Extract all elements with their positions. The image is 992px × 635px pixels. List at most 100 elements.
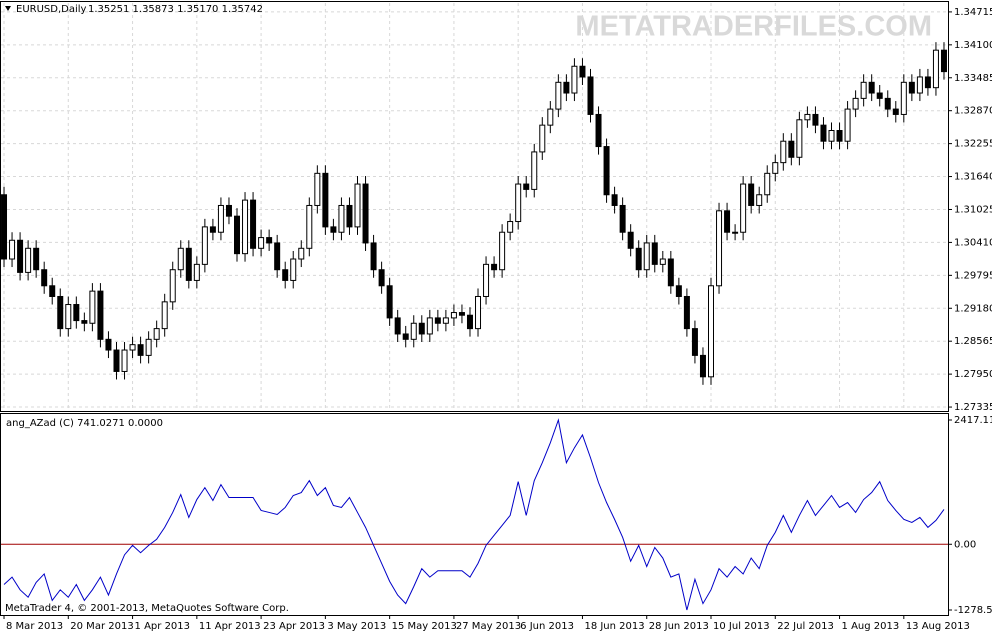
candle-body (81, 320, 88, 324)
candle-body (699, 354, 706, 378)
y-tick-label: 1.29795 (954, 270, 992, 281)
candle-body (900, 81, 907, 115)
x-tick-label: 15 May 2013 (392, 621, 457, 632)
candle-body (619, 204, 626, 233)
candle-body (587, 76, 594, 115)
indicator-title: ang_AZad (C) 741.0271 0.0000 (6, 418, 163, 429)
candle-body (193, 263, 200, 281)
x-tick-label: 10 Jul 2013 (713, 621, 770, 632)
candle-body (868, 81, 875, 94)
candle-body (716, 210, 723, 287)
candle-body (708, 285, 714, 378)
candle-body (458, 312, 465, 316)
candle-body (33, 247, 40, 271)
candle-body (691, 328, 698, 356)
candle-body (876, 92, 883, 99)
candle-body (153, 328, 160, 340)
candle-body (25, 247, 32, 273)
collapse-icon (5, 6, 11, 11)
candle-body (49, 285, 56, 297)
candle-body (386, 285, 393, 319)
candle-body (201, 226, 208, 265)
candle-body (772, 162, 779, 174)
candle-body (555, 81, 562, 110)
candle-body (145, 338, 152, 356)
candle-body (651, 242, 658, 265)
candle-body (635, 247, 642, 271)
y-tick-label: 1.34715 (954, 7, 992, 18)
candle-body (932, 49, 939, 89)
candle-body (828, 130, 835, 142)
plot (1, 42, 947, 611)
candle-body (354, 183, 361, 228)
symbol-title: EURUSD,Daily (16, 4, 87, 15)
candle-body (89, 290, 96, 324)
x-tick-label: 28 Jun 2013 (649, 621, 709, 632)
candle-body (338, 204, 345, 233)
candle-body (410, 322, 417, 340)
footer: MetaTrader 4, © 2001-2013, MetaQuotes So… (5, 603, 289, 614)
x-tick-label: 11 Apr 2013 (199, 621, 261, 632)
candle-body (250, 199, 257, 249)
candle-body (539, 124, 546, 153)
watermark: METATRADERFILES.COM (575, 11, 932, 43)
candle-body (298, 247, 305, 260)
candle-body (209, 226, 216, 233)
candle-body (177, 247, 184, 271)
candle-body (290, 258, 297, 281)
candle-body (683, 295, 690, 330)
candle-body (9, 239, 16, 260)
candle-body (169, 269, 176, 303)
candle-body (820, 124, 827, 142)
candle-body (450, 312, 457, 319)
candle-body (370, 242, 377, 271)
candle-body (442, 317, 449, 324)
candle-body (483, 263, 490, 297)
candle-body (466, 314, 473, 330)
candle-body (579, 65, 586, 78)
candle-body (627, 231, 634, 249)
candle-body (306, 204, 313, 249)
y-tick-label: 2417.1153 (954, 415, 992, 426)
candle-body (764, 172, 771, 196)
candle-body (908, 81, 915, 94)
candle-body (137, 344, 144, 356)
y-tick-label: 1.27335 (954, 402, 992, 413)
candle-body (507, 221, 514, 233)
x-tick-label: 23 Apr 2013 (263, 621, 325, 632)
candle-body (740, 183, 747, 233)
candle-body (788, 140, 795, 158)
x-tick-label: 3 May 2013 (327, 621, 386, 632)
candle-body (563, 81, 570, 94)
y-tick-label: -1278.5494 (954, 605, 992, 616)
candle-body (547, 108, 554, 126)
candle-body (884, 97, 891, 110)
candle-body (346, 204, 353, 228)
y-tick-label: 1.31640 (954, 172, 992, 183)
y-tick-label: 1.32870 (954, 106, 992, 117)
candle-body (282, 269, 289, 281)
candle-body (675, 285, 682, 297)
candle-body (860, 81, 867, 99)
candle-body (185, 247, 192, 281)
y-tick-label: 0.00 (954, 539, 976, 550)
candle-body (217, 204, 224, 233)
y-tick-label: 1.28565 (954, 336, 992, 347)
y-tick-label: 1.30410 (954, 237, 992, 248)
candle-body (314, 172, 321, 206)
candle-body (1, 194, 8, 260)
candle-body (523, 183, 530, 190)
candle-body (434, 317, 441, 324)
indicator-panel (0, 413, 949, 616)
x-tick-label: 1 Apr 2013 (135, 621, 190, 632)
y-tick-label: 1.27950 (954, 369, 992, 380)
candle-body (362, 183, 369, 244)
candle-body (426, 317, 433, 335)
candle-body (844, 108, 851, 142)
candle-body (418, 322, 425, 335)
x-tick-label: 1 Aug 2013 (842, 621, 900, 632)
x-tick-label: 6 Jun 2013 (520, 621, 574, 632)
candle-body (643, 242, 650, 271)
candle-body (234, 215, 240, 255)
